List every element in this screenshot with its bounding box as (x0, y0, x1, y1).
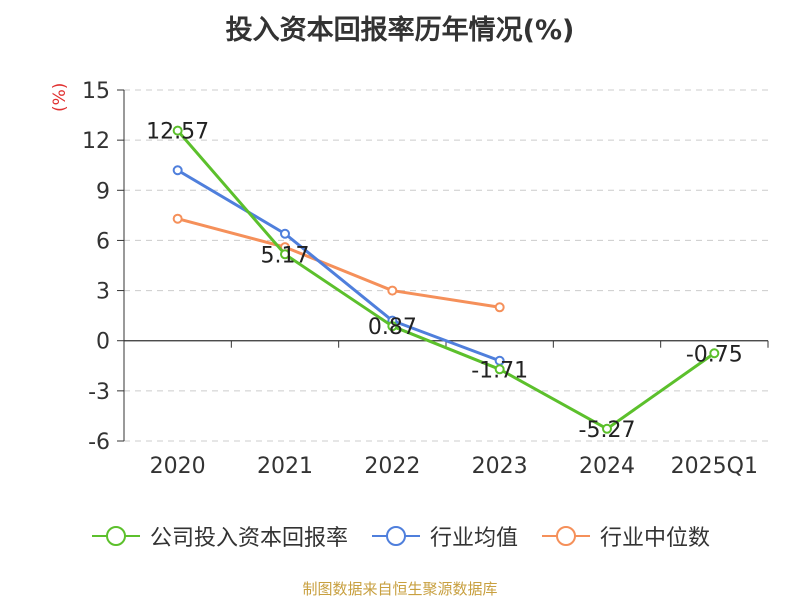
legend: 公司投入资本回报率 行业均值 行业中位数 (0, 520, 800, 552)
x-tick-label: 2025Q1 (671, 454, 758, 479)
legend-item-industry-mean[interactable]: 行业均值 (370, 520, 518, 552)
data-point (172, 213, 183, 224)
y-tick-label: 3 (96, 280, 110, 305)
data-point (172, 125, 183, 136)
y-tick-label: 9 (96, 179, 110, 204)
data-label: -5.27 (579, 418, 636, 443)
data-point (280, 228, 290, 239)
data-label: -0.75 (686, 342, 743, 367)
data-label: -1.71 (471, 358, 528, 383)
x-tick-label: 2024 (579, 454, 635, 479)
data-label: 5.17 (261, 243, 310, 268)
legend-swatch-industry-mean-icon (371, 526, 420, 546)
x-tick-label: 2020 (150, 454, 206, 479)
data-point (709, 348, 720, 359)
data-point (602, 423, 612, 434)
data-point (494, 364, 505, 375)
y-tick-label: 15 (82, 79, 110, 104)
data-point (387, 321, 398, 332)
data-label: 0.87 (368, 315, 417, 340)
x-tick-label: 2023 (472, 454, 528, 479)
series-line (177, 217, 500, 309)
data-point (280, 249, 290, 260)
legend-label-industry-mean: 行业均值 (429, 526, 518, 551)
x-tick-label: 2022 (364, 454, 420, 479)
x-tick-label: 2021 (257, 454, 313, 479)
legend-swatch-company-icon (91, 526, 140, 546)
grid-lines (124, 89, 768, 442)
chart-title: 投入资本回报率历年情况(%) (225, 15, 575, 46)
y-tick-label: 0 (96, 330, 110, 355)
legend-item-industry-median[interactable]: 行业中位数 (540, 520, 710, 552)
series-line (176, 168, 501, 363)
data-source-note: 制图数据来自恒生聚源数据库 (302, 580, 498, 598)
legend-swatch-industry-median-icon (542, 526, 590, 546)
legend-item-company[interactable]: 公司投入资本回报率 (90, 520, 348, 552)
y-tick-label: 6 (96, 229, 110, 254)
legend-label-industry-median: 行业中位数 (600, 526, 711, 551)
data-point (172, 165, 183, 176)
y-tick-label: -3 (88, 380, 110, 405)
y-tick-label: 12 (82, 129, 110, 154)
series-line (176, 129, 716, 431)
axes: 15 12 9 6 3 0 -3 -6 2020 2021 2022 2023 2024 2025Q1 (82, 79, 769, 479)
data-point (387, 285, 398, 296)
y-tick-label: -6 (88, 430, 110, 455)
series-lines (172, 125, 720, 434)
data-labels: 12.57 5.17 0.87 -1.71 -5.27 -0.75 (146, 120, 743, 443)
legend-label-company: 公司投入资本回报率 (149, 526, 348, 551)
data-point (494, 302, 505, 313)
data-label: 12.57 (146, 120, 209, 145)
